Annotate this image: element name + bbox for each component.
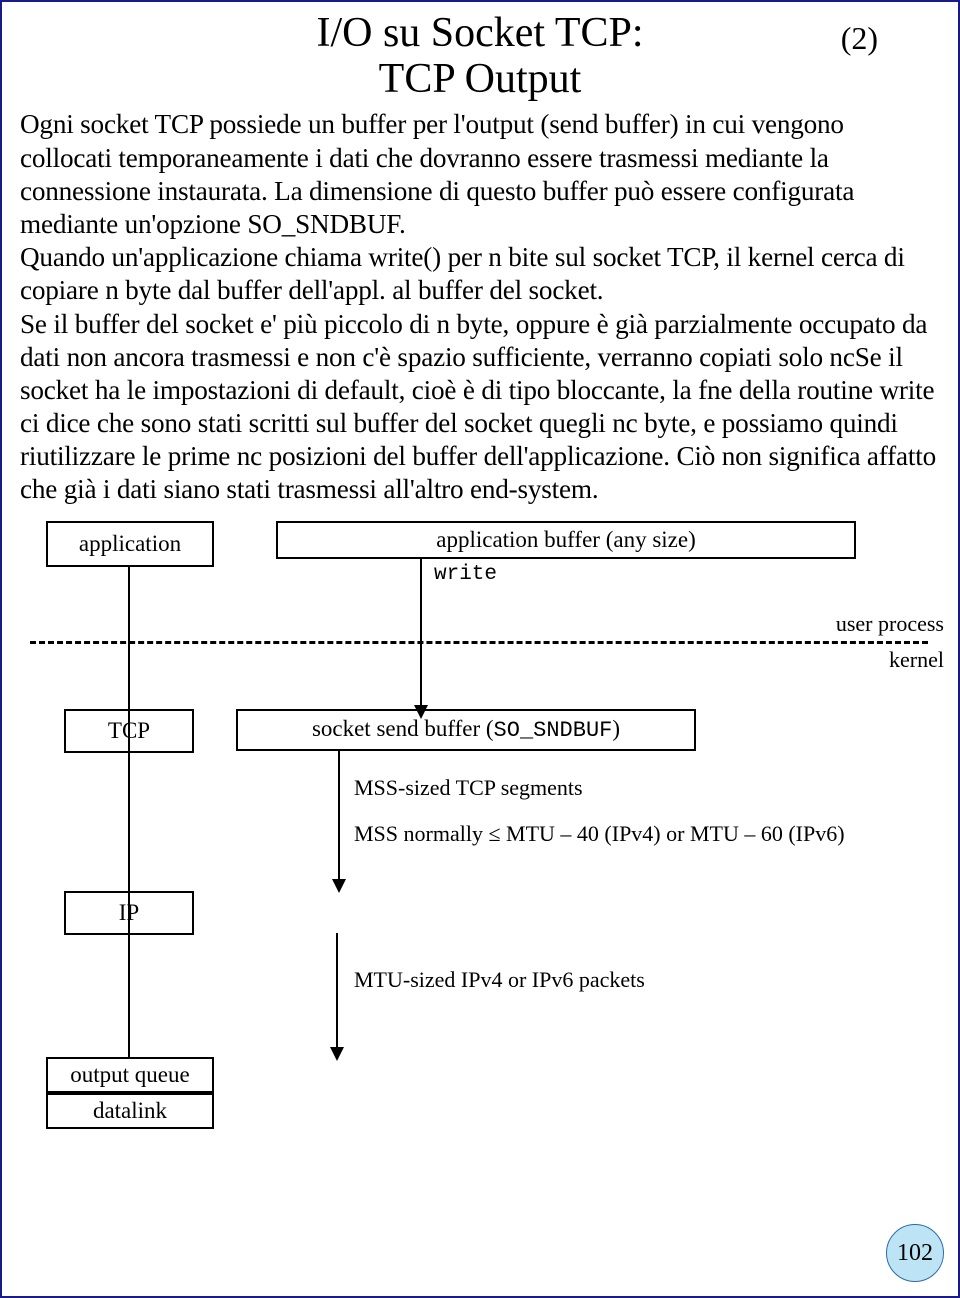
mtu-label: MTU-sized IPv4 or IPv6 packets bbox=[354, 967, 645, 993]
page-index: (2) bbox=[841, 20, 878, 57]
slide-page: I/O su Socket TCP: TCP Output (2) Ogni s… bbox=[0, 0, 960, 1298]
title-block: I/O su Socket TCP: TCP Output (2) bbox=[20, 10, 940, 102]
user-kernel-divider bbox=[30, 641, 928, 644]
title-line-1: I/O su Socket TCP: bbox=[20, 10, 940, 56]
mss-label-2: MSS normally ≤ MTU – 40 (IPv4) or MTU – … bbox=[354, 821, 845, 847]
send-buffer-prefix: socket send buffer ( bbox=[312, 716, 494, 741]
page-number: 102 bbox=[897, 1240, 933, 1267]
user-process-label: user process bbox=[836, 611, 944, 637]
write-label: write bbox=[434, 563, 497, 586]
send-buffer-mono: SO_SNDBUF bbox=[494, 718, 613, 743]
body-paragraphs: Ogni socket TCP possiede un buffer per l… bbox=[20, 108, 940, 506]
page-number-badge: 102 bbox=[886, 1224, 944, 1282]
mss-label-1: MSS-sized TCP segments bbox=[354, 775, 583, 801]
send-buffer-box: socket send buffer (SO_SNDBUF) bbox=[236, 709, 696, 751]
title-line-2: TCP Output bbox=[20, 56, 940, 102]
app-buffer-box: application buffer (any size) bbox=[276, 521, 856, 559]
arrow-write bbox=[420, 559, 422, 707]
arrow-mtu-head-icon bbox=[330, 1047, 344, 1061]
left-stack-line bbox=[128, 567, 130, 1057]
send-buffer-suffix: ) bbox=[612, 716, 620, 741]
output-queue-box: output queue bbox=[46, 1057, 214, 1093]
application-box: application bbox=[46, 521, 214, 567]
datalink-box: datalink bbox=[46, 1093, 214, 1129]
arrow-mss-head-icon bbox=[332, 879, 346, 893]
arrow-mtu bbox=[336, 933, 338, 1049]
arrow-write-head-icon bbox=[414, 705, 428, 719]
arrow-mss bbox=[338, 751, 340, 881]
kernel-label: kernel bbox=[889, 647, 944, 673]
tcp-output-diagram: application application buffer (any size… bbox=[24, 519, 944, 1139]
